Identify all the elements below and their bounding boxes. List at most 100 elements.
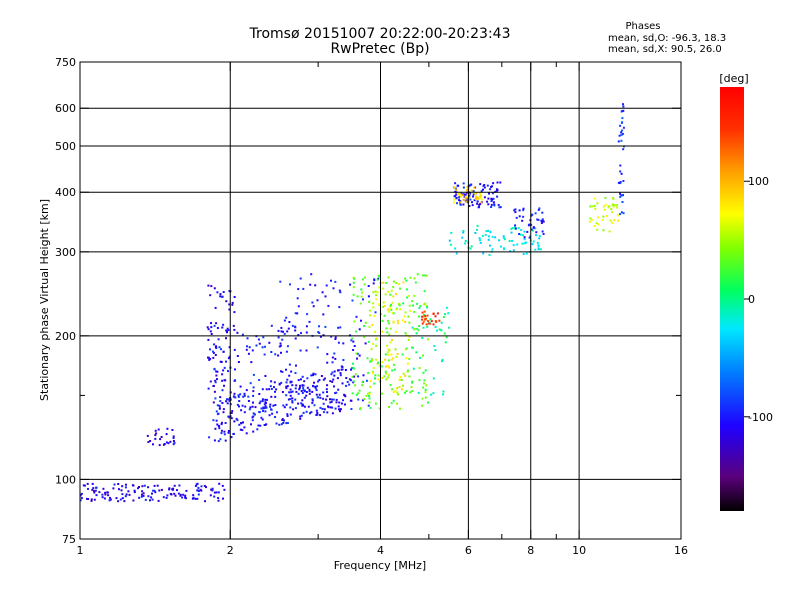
data-point <box>312 372 315 375</box>
data-point <box>448 239 451 242</box>
data-point <box>491 235 494 238</box>
y-tick-label: 100 <box>55 473 76 486</box>
data-point <box>286 413 289 416</box>
data-point <box>426 325 429 328</box>
data-point <box>351 375 354 378</box>
data-point <box>251 419 254 422</box>
data-point <box>498 206 501 209</box>
data-point <box>219 400 222 403</box>
data-point <box>217 338 220 341</box>
y-tick-label: 75 <box>62 533 76 546</box>
data-point <box>227 415 230 418</box>
data-point <box>389 307 391 310</box>
data-point <box>470 245 473 248</box>
data-point <box>246 345 248 348</box>
data-point <box>341 382 344 385</box>
data-point <box>363 336 366 338</box>
data-point <box>445 306 448 309</box>
data-point <box>118 488 120 491</box>
data-point <box>318 332 321 334</box>
data-point <box>404 391 407 394</box>
data-point <box>499 206 502 209</box>
data-point <box>537 218 540 221</box>
data-point <box>426 314 429 317</box>
data-point <box>425 384 428 387</box>
data-point <box>285 387 288 390</box>
data-point <box>283 419 285 422</box>
data-point <box>194 485 197 487</box>
data-point <box>236 419 239 422</box>
data-point <box>406 370 409 373</box>
data-point <box>207 387 210 390</box>
data-point <box>478 203 481 206</box>
data-point <box>523 242 526 245</box>
phase-stats-o: mean, sd,O: -96.3, 18.3 <box>608 33 726 44</box>
data-point <box>339 408 342 411</box>
data-point <box>288 391 291 394</box>
data-point <box>418 315 420 318</box>
data-point <box>178 484 181 487</box>
data-point <box>266 398 268 401</box>
data-point <box>455 252 458 255</box>
data-point <box>528 236 531 239</box>
data-point <box>620 172 623 175</box>
data-point <box>79 494 82 497</box>
data-point <box>309 283 312 286</box>
chart-title: Tromsø 20151007 20:22:00-20:23:43 <box>249 26 511 42</box>
data-point <box>409 391 412 394</box>
data-point <box>471 201 473 204</box>
data-point <box>469 183 472 186</box>
data-point <box>525 241 528 244</box>
data-point <box>219 295 222 298</box>
data-point <box>127 490 130 493</box>
data-point <box>337 405 340 408</box>
colorbar: [deg] 100 0 -100 <box>719 72 773 511</box>
data-point <box>389 293 392 296</box>
data-point <box>427 338 430 341</box>
data-point <box>315 389 318 392</box>
data-point <box>331 371 334 374</box>
data-point <box>322 378 325 381</box>
data-point <box>611 211 614 214</box>
data-point <box>337 388 340 391</box>
data-point <box>411 300 414 303</box>
data-point <box>496 188 499 191</box>
data-point <box>387 276 390 279</box>
data-point <box>464 193 467 196</box>
data-point <box>480 190 483 193</box>
data-point <box>90 499 93 502</box>
data-point <box>149 499 151 502</box>
data-point <box>212 356 215 359</box>
data-point <box>281 338 284 341</box>
data-point <box>475 197 478 200</box>
data-point <box>269 405 271 408</box>
data-point <box>277 336 280 339</box>
data-point <box>326 395 329 398</box>
data-point <box>151 498 154 501</box>
data-point <box>390 353 393 356</box>
data-point <box>299 378 302 381</box>
data-point <box>232 324 235 327</box>
data-point <box>314 387 317 390</box>
data-point <box>275 388 278 391</box>
data-point <box>310 411 313 414</box>
data-point <box>325 284 328 287</box>
data-point <box>321 291 324 294</box>
data-point <box>483 186 486 189</box>
data-point <box>218 427 221 430</box>
data-point <box>207 284 210 287</box>
data-point <box>620 133 623 136</box>
data-point <box>407 315 410 318</box>
data-point <box>404 311 407 314</box>
data-point <box>133 491 136 494</box>
data-point <box>228 346 231 349</box>
data-point <box>390 289 393 292</box>
data-point <box>408 375 411 378</box>
data-point <box>265 423 268 426</box>
data-point <box>596 228 599 231</box>
data-point <box>619 213 622 216</box>
data-point <box>203 484 206 487</box>
data-point <box>344 403 346 406</box>
data-point <box>371 359 374 362</box>
data-point <box>90 498 93 501</box>
